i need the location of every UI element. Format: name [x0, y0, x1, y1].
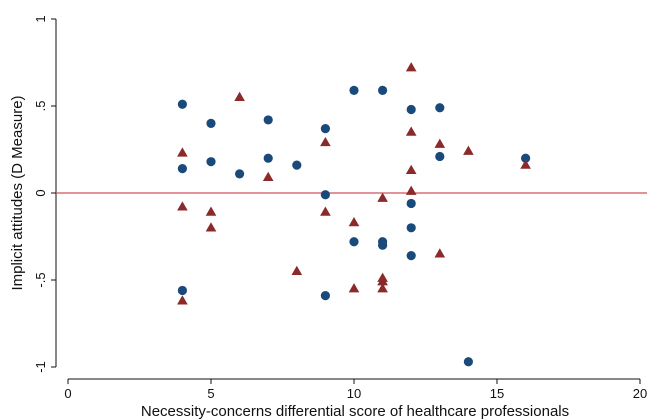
triangle-point-23 [520, 159, 531, 169]
triangle-point-4 [205, 222, 217, 232]
y-tick-label-1: .5 [33, 101, 48, 112]
circle-point-23 [463, 357, 473, 367]
plot-area: 1 .5 0 -.5 -1 0 5 10 15 20 [33, 15, 647, 401]
circle-point-6 [263, 115, 273, 125]
circle-point-8 [292, 160, 302, 170]
triangle-point-15 [377, 283, 388, 293]
circle-point-3 [206, 118, 216, 128]
x-tick-label-2: 10 [347, 386, 361, 401]
triangle-point-3 [205, 206, 217, 216]
triangle-point-7 [291, 265, 303, 275]
x-tick-label-3: 15 [490, 386, 504, 401]
triangle-point-11 [348, 283, 360, 293]
triangle-point-1 [177, 201, 188, 211]
circle-point-11 [320, 291, 330, 301]
triangle-point-14 [377, 276, 388, 286]
triangle-point-9 [320, 206, 331, 216]
x-tick-label-1: 5 [207, 386, 214, 401]
circle-point-9 [320, 124, 330, 134]
triangle-point-19 [405, 185, 417, 195]
circle-point-12 [349, 85, 359, 95]
circle-point-20 [406, 251, 416, 261]
circle-point-10 [320, 190, 330, 200]
circle-point-17 [406, 104, 416, 115]
y-tick-label-0: 1 [33, 15, 48, 22]
y-tick-label-2: 0 [33, 189, 48, 196]
triangle-point-6 [262, 171, 274, 181]
x-tick-label-0: 0 [64, 386, 71, 401]
circle-point-1 [177, 164, 187, 174]
circle-point-5 [235, 169, 245, 179]
triangle-point-0 [177, 147, 188, 157]
circle-point-21 [435, 103, 445, 113]
triangle-point-21 [434, 248, 446, 258]
circle-point-22 [435, 151, 445, 162]
circle-point-18 [406, 198, 416, 209]
circle-point-14 [378, 85, 388, 95]
triangle-point-2 [177, 295, 188, 305]
triangle-point-12 [377, 192, 388, 202]
circle-point-16 [378, 240, 388, 250]
circle-point-19 [406, 223, 416, 233]
triangle-point-5 [234, 91, 245, 101]
triangle-point-18 [405, 164, 417, 175]
circle-point-2 [177, 285, 187, 296]
circle-point-7 [263, 153, 273, 163]
triangle-point-22 [463, 145, 474, 155]
circle-point-13 [349, 237, 359, 247]
circle-point-4 [206, 157, 216, 167]
triangle-point-17 [405, 126, 417, 136]
circle-point-24 [521, 153, 531, 163]
triangle-point-8 [320, 136, 331, 147]
triangle-point-20 [434, 138, 446, 148]
y-tick-label-3: -.5 [33, 272, 48, 287]
triangle-point-16 [405, 62, 417, 72]
circle-point-0 [177, 99, 187, 109]
triangle-point-10 [348, 216, 360, 227]
y-tick-label-4: -1 [33, 361, 48, 373]
y-axis-title: Implicit attitudes (D Measure) [9, 95, 26, 290]
x-tick-label-4: 20 [633, 386, 647, 401]
x-axis-title: Necessity-concerns differential score of… [141, 403, 569, 420]
